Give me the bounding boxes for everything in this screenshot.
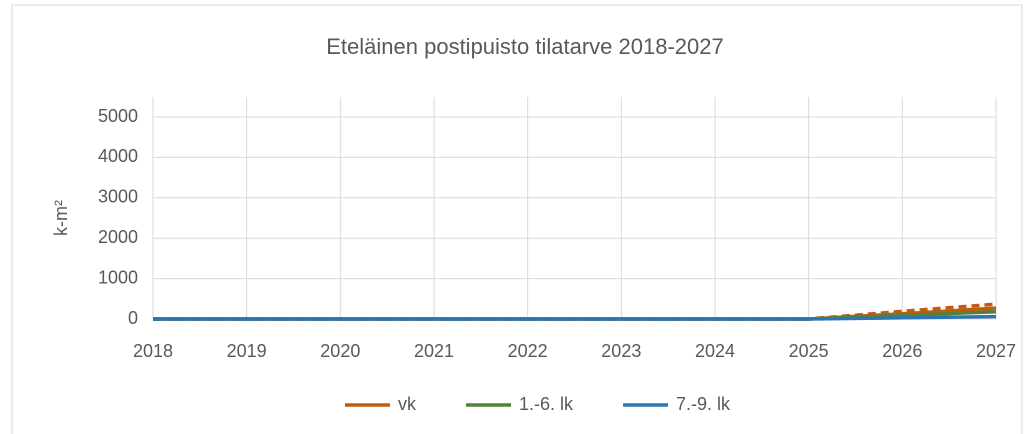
y-tick-label: 4000 bbox=[98, 146, 138, 166]
x-tick-label: 2022 bbox=[508, 341, 548, 361]
legend-label: 1.-6. lk bbox=[519, 394, 574, 414]
y-tick-label: 1000 bbox=[98, 267, 138, 287]
x-tick-label: 2018 bbox=[133, 341, 173, 361]
x-tick-label: 2023 bbox=[601, 341, 641, 361]
x-tick-label: 2021 bbox=[414, 341, 454, 361]
x-tick-label: 2020 bbox=[320, 341, 360, 361]
x-tick-label: 2019 bbox=[227, 341, 267, 361]
legend-label: 7.-9. lk bbox=[676, 394, 731, 414]
y-tick-label: 5000 bbox=[98, 106, 138, 126]
y-tick-label: 2000 bbox=[98, 227, 138, 247]
y-tick-label: 3000 bbox=[98, 187, 138, 207]
x-tick-label: 2027 bbox=[976, 341, 1016, 361]
x-tick-label: 2024 bbox=[695, 341, 735, 361]
chart-border bbox=[11, 4, 1023, 434]
chart-title: Eteläinen postipuisto tilatarve 2018-202… bbox=[326, 34, 724, 59]
series-line bbox=[153, 314, 997, 321]
y-axis-label: k-m² bbox=[51, 200, 71, 236]
legend-label: vk bbox=[398, 394, 417, 414]
x-tick-label: 2026 bbox=[882, 341, 922, 361]
x-tick-label: 2025 bbox=[789, 341, 829, 361]
y-tick-label: 0 bbox=[128, 308, 138, 328]
